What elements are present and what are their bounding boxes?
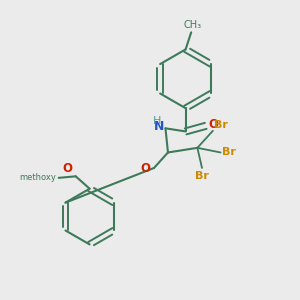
Text: N: N <box>154 120 164 133</box>
Text: CH₃: CH₃ <box>184 20 202 30</box>
Text: O: O <box>63 162 73 175</box>
Text: Br: Br <box>195 171 209 181</box>
Text: Br: Br <box>214 120 228 130</box>
Text: O: O <box>140 162 150 176</box>
Text: O: O <box>209 118 219 131</box>
Text: Br: Br <box>222 148 236 158</box>
Text: H: H <box>153 116 161 126</box>
Text: methoxy: methoxy <box>19 173 56 182</box>
